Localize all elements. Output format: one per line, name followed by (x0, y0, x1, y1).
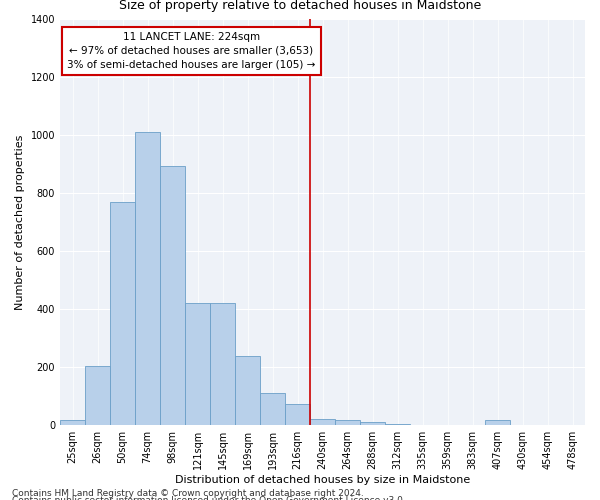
Bar (285, 404, 310, 425)
Y-axis label: Number of detached properties: Number of detached properties (15, 134, 25, 310)
Bar (60, 420, 85, 426)
X-axis label: Distribution of detached houses by size in Maidstone: Distribution of detached houses by size … (175, 475, 470, 485)
Bar (160, 166, 185, 426)
Bar (335, 420, 360, 426)
Bar (185, 304, 210, 426)
Bar (135, 132, 160, 426)
Text: 11 LANCET LANE: 224sqm
← 97% of detached houses are smaller (3,653)
3% of semi-d: 11 LANCET LANE: 224sqm ← 97% of detached… (67, 32, 316, 70)
Bar (85, 366, 110, 426)
Text: Contains public sector information licensed under the Open Government Licence v3: Contains public sector information licen… (12, 496, 406, 500)
Bar (385, 424, 410, 426)
Text: Contains HM Land Registry data © Crown copyright and database right 2024.: Contains HM Land Registry data © Crown c… (12, 488, 364, 498)
Bar (235, 356, 260, 426)
Bar (210, 304, 235, 426)
Text: Size of property relative to detached houses in Maidstone: Size of property relative to detached ho… (119, 0, 481, 12)
Bar (110, 202, 135, 426)
Bar (310, 419, 335, 426)
Bar (260, 394, 285, 426)
Bar (360, 422, 385, 426)
Bar (485, 420, 510, 426)
